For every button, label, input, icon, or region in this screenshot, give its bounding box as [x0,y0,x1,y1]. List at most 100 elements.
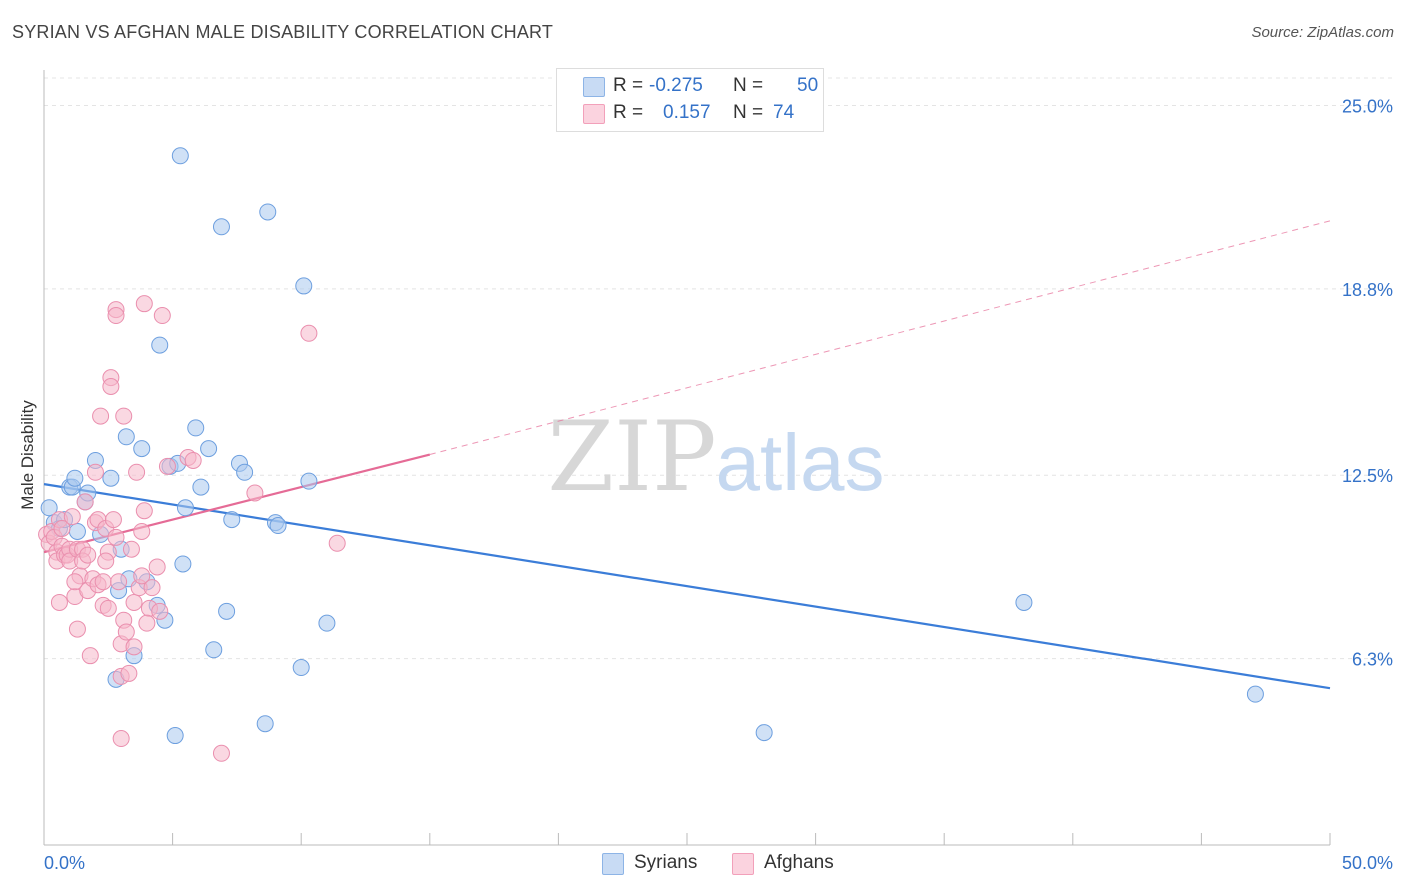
syrians-point [66,469,84,487]
y-tick-label: 18.8% [1342,280,1393,300]
legend-n-value: 50 [797,75,819,96]
legend-r-value: -0.275 [649,75,703,96]
afghans-point [122,540,140,558]
gridlines [44,77,1392,660]
bottom-legend-label-syrians: Syrians [634,852,698,873]
afghans-point [66,573,84,591]
afghans-point [246,484,264,502]
syrians-trend-line [43,483,1331,690]
bottom-legend-swatch-syrians [602,853,624,875]
x-tick-label: 0.0% [44,853,85,873]
syrians-point [192,478,210,496]
afghans-point [94,573,112,591]
data-points [38,147,1264,762]
syrians-point [1015,593,1033,611]
syrians-point [295,277,313,295]
legend-n-value: 74 [773,102,795,123]
syrians-point [223,511,241,529]
syrians-point [300,472,318,490]
syrians-point [102,469,120,487]
correlation-legend: R = -0.275 N = 50 R = 0.157 N = 74 [556,68,824,132]
y-tick-label: 12.5% [1342,466,1393,486]
afghans-point [81,647,99,665]
afghans-trend-line [429,220,1331,456]
syrians-point [1246,685,1264,703]
afghans-point [184,451,202,469]
y-axis-label: Male Disability [18,400,37,510]
afghans-point [135,295,153,313]
syrians-point [40,499,58,517]
afghans-point [107,307,125,325]
afghans-point [135,502,153,520]
afghans-point [68,620,86,638]
afghans-point [148,558,166,576]
afghans-point [99,599,117,617]
syrians-point [187,419,205,437]
afghans-point [125,593,143,611]
x-tick-label: 50.0% [1342,853,1393,873]
syrians-point [117,428,135,446]
bottom-legend-label-afghans: Afghans [764,852,834,873]
afghans-point [76,493,94,511]
y-tick-label: 6.3% [1352,650,1393,670]
afghans-point [50,593,68,611]
afghans-point [102,378,120,396]
afghans-point [133,567,151,585]
syrians-point [166,727,184,745]
syrians-point [200,440,218,458]
afghans-point [79,546,97,564]
watermark-atlas: atlas [716,418,885,507]
afghans-point [107,528,125,546]
syrians-point [318,614,336,632]
source-label: Source: ZipAtlas.com [1251,24,1394,41]
syrians-point [218,602,236,620]
syrians-point [292,659,310,677]
afghans-point [128,463,146,481]
syrians-point [269,517,287,535]
afghans-point [53,519,71,537]
legend-r-label: R = [613,75,644,96]
afghans-point [212,744,230,762]
afghans-point [117,623,135,641]
legend-n-label: N = [733,75,764,96]
syrians-point [174,555,192,573]
afghans-point [328,534,346,552]
y-tick-label: 25.0% [1342,96,1393,116]
afghans-point [115,407,133,425]
axes [43,70,1331,846]
afghans-point [92,407,110,425]
syrians-point [236,463,254,481]
syrians-point [171,147,189,165]
bottom-legend-swatch-afghans [732,853,754,875]
syrians-point [176,499,194,517]
afghans-point [143,579,161,597]
chart-title: SYRIAN VS AFGHAN MALE DISABILITY CORRELA… [12,22,554,42]
afghans-point [97,552,115,570]
afghans-point [110,573,128,591]
legend-n-label: N = [733,102,764,123]
afghans-point [133,522,151,540]
legend-r-label: R = [613,102,644,123]
legend-swatch-syrians [583,77,605,97]
afghans-point [86,463,104,481]
legend-swatch-afghans [583,104,605,124]
afghans-point [63,508,81,526]
syrians-point [212,218,230,236]
afghans-point [151,602,169,620]
afghans-point [158,457,176,475]
tick-labels: 6.3% 12.5% 18.8% 25.0% 0.0% 50.0% [44,96,1393,873]
afghans-point [153,307,171,325]
syrians-point [205,641,223,659]
afghans-point [120,664,138,682]
syrians-point [151,336,169,354]
syrians-point [755,724,773,742]
afghans-point [125,638,143,656]
watermark-zip: ZIP [547,401,716,513]
syrians-point [256,715,274,733]
afghans-point [112,730,130,748]
syrians-point [259,203,277,221]
afghans-point [104,511,122,529]
afghans-point [300,324,318,342]
syrians-point [68,522,86,540]
